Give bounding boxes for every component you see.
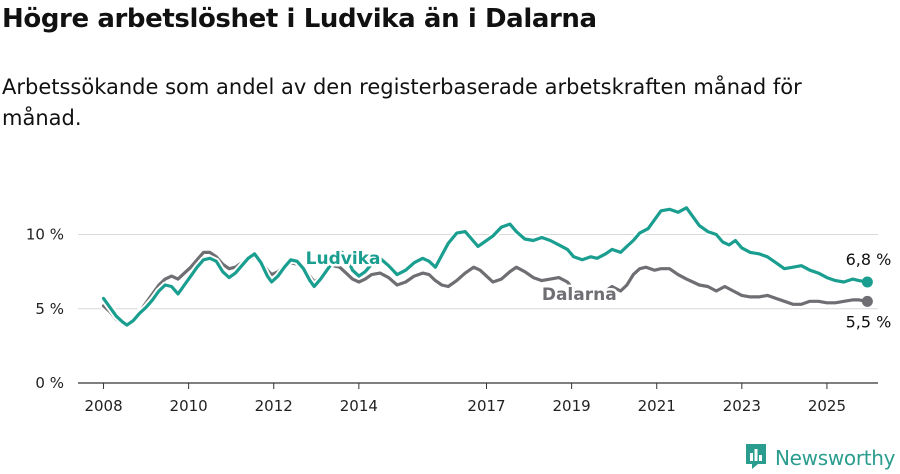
brand-name: Newsworthy — [775, 446, 896, 470]
y-tick-label: 5 % — [35, 300, 64, 318]
series-label-halo: Dalarna — [542, 285, 617, 305]
chart-title: Högre arbetslöshet i Ludvika än i Dalarn… — [2, 4, 597, 34]
x-tick-label: 2012 — [255, 397, 293, 415]
newsworthy-logo-icon — [744, 442, 768, 474]
y-gridlines: 0 % 5 % 10 % — [26, 226, 878, 392]
series-line-dalarna — [101, 250, 869, 327]
x-tick-label: 2010 — [170, 397, 208, 415]
x-tick-label: 2008 — [84, 397, 122, 415]
newsworthy-brand[interactable]: Newsworthy — [744, 442, 896, 474]
series-label-dalarna: Dalarna — [542, 285, 617, 305]
x-tick-label: 2019 — [553, 397, 591, 415]
x-tick-label: 2023 — [723, 397, 761, 415]
x-axis: 2008 2010 2012 2014 2017 2019 2021 2023 2025 — [84, 383, 846, 415]
series-line-ludvika — [101, 206, 869, 327]
series-label-halo: Ludvika — [306, 249, 381, 269]
x-tick-label: 2017 — [467, 397, 505, 415]
series-label-ludvika: Ludvika — [306, 249, 381, 269]
x-tick-label: 2014 — [340, 397, 378, 415]
y-tick-label: 10 % — [26, 226, 64, 244]
end-label-ludvika: 6,8 % — [846, 250, 892, 269]
x-tick-label: 2021 — [638, 397, 676, 415]
end-point-dalarna — [861, 295, 873, 307]
chart-subtitle: Arbetssökande som andel av den registerb… — [2, 75, 802, 130]
y-tick-label: 0 % — [35, 374, 64, 392]
end-label-dalarna: 5,5 % — [846, 312, 892, 331]
series-lines — [100, 204, 873, 329]
x-tick-label: 2025 — [808, 397, 846, 415]
end-point-ludvika — [861, 276, 873, 288]
